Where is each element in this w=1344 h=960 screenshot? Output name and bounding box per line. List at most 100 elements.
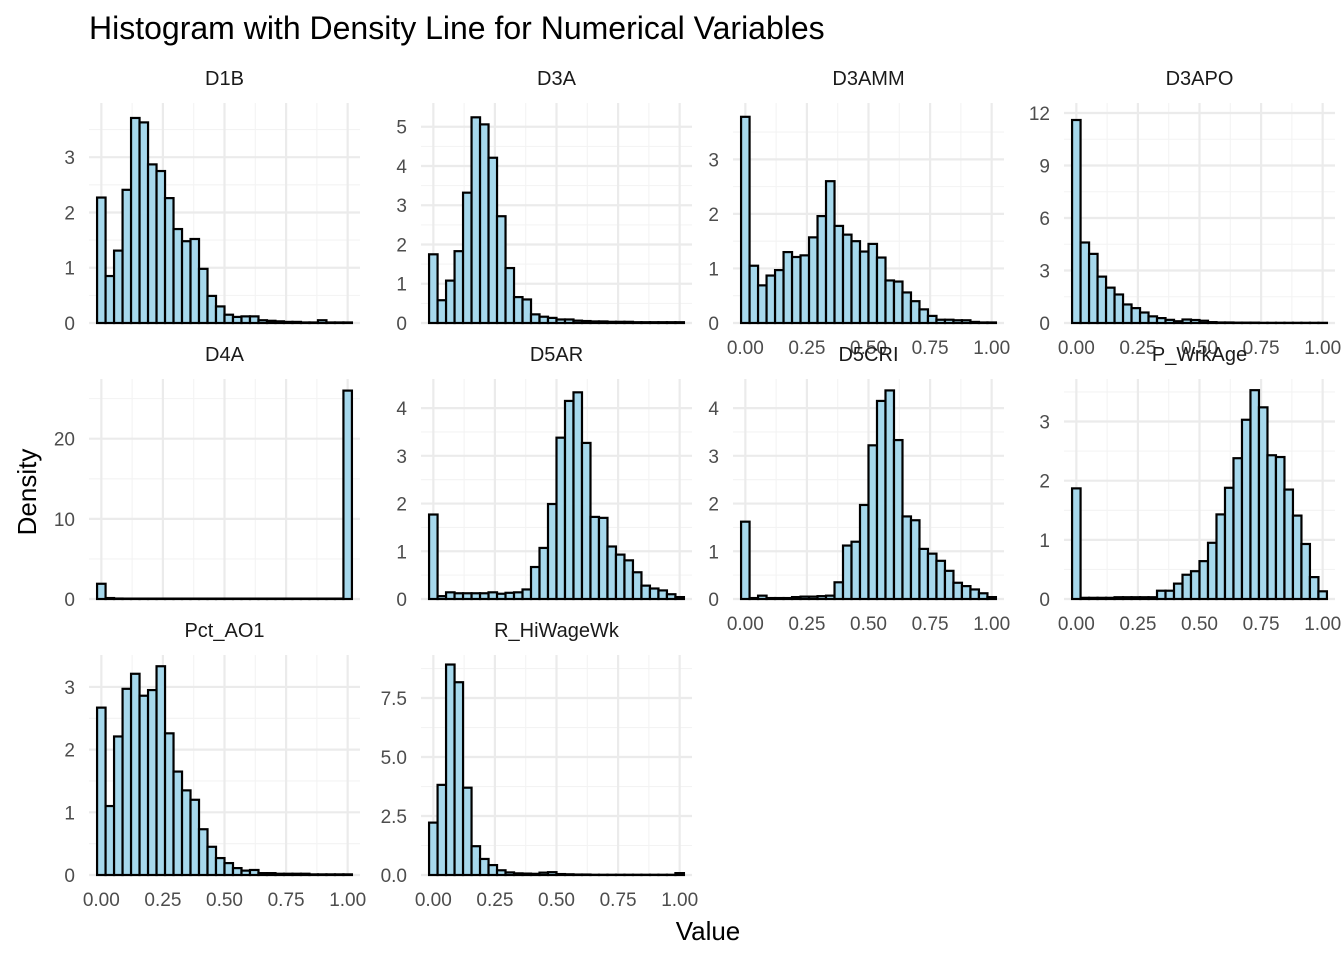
histogram-bar bbox=[206, 845, 218, 877]
histogram-bar bbox=[631, 321, 643, 325]
histogram-bar bbox=[333, 873, 345, 877]
histogram-bar bbox=[427, 253, 439, 325]
histogram-bar bbox=[986, 595, 998, 601]
histogram-bar bbox=[665, 593, 677, 601]
y-tick-label: 7.5 bbox=[381, 689, 407, 710]
y-tick-label: 3 bbox=[64, 148, 75, 169]
histogram-bar bbox=[892, 280, 904, 325]
x-tick-label: 1.00 bbox=[1304, 614, 1341, 635]
histogram-bar bbox=[333, 321, 345, 325]
histogram-bar bbox=[512, 295, 524, 325]
y-tick-label: 0 bbox=[1039, 590, 1050, 611]
y-tick-label: 0 bbox=[708, 590, 719, 611]
histogram-bar bbox=[884, 389, 896, 601]
histogram-bar bbox=[1147, 315, 1159, 325]
histogram-bar bbox=[1189, 318, 1201, 325]
histogram-bar bbox=[901, 515, 913, 601]
histogram-bar bbox=[1206, 321, 1218, 325]
histogram-bar bbox=[180, 789, 192, 877]
histogram-bar bbox=[265, 872, 277, 877]
histogram-bar bbox=[214, 856, 226, 877]
histogram-bar bbox=[850, 240, 862, 325]
histogram-bar bbox=[495, 869, 507, 877]
panel-strip-label: P_WrkAge bbox=[1152, 344, 1247, 366]
histogram-bar bbox=[1138, 596, 1150, 601]
histogram-bar bbox=[563, 318, 575, 325]
histogram-bar bbox=[487, 863, 499, 877]
histogram-bar bbox=[1274, 455, 1286, 601]
histogram-bar bbox=[648, 587, 660, 601]
y-tick-label: 2 bbox=[64, 203, 75, 224]
histogram-bar bbox=[739, 115, 751, 325]
histogram-bar bbox=[782, 250, 794, 325]
histogram-bar bbox=[197, 267, 209, 325]
histogram-bar bbox=[521, 588, 533, 601]
y-tick-label: 4 bbox=[708, 399, 719, 420]
histogram-bar bbox=[121, 188, 133, 325]
histogram-bar bbox=[739, 520, 751, 601]
histogram-bar bbox=[631, 571, 643, 601]
x-tick-label: 0.75 bbox=[268, 890, 305, 911]
x-tick-label: 0.50 bbox=[538, 890, 575, 911]
histogram-bar bbox=[960, 585, 972, 601]
histogram-bar bbox=[850, 540, 862, 601]
x-tick-label: 0.25 bbox=[1119, 338, 1156, 359]
histogram-bar bbox=[308, 873, 320, 877]
histogram-bar bbox=[935, 318, 947, 325]
histogram-bar bbox=[248, 868, 260, 877]
histogram-bar bbox=[521, 872, 533, 877]
histogram-bar bbox=[1266, 454, 1278, 601]
histogram-bar bbox=[231, 866, 243, 877]
histogram-bar bbox=[1317, 590, 1329, 601]
histogram-bar bbox=[546, 871, 558, 877]
histogram-bar bbox=[487, 156, 499, 325]
histogram-bar bbox=[274, 320, 286, 325]
histogram-bar bbox=[790, 595, 802, 601]
histogram-bar bbox=[875, 399, 887, 601]
histogram-bar bbox=[977, 321, 989, 325]
y-tick-label: 2 bbox=[396, 235, 407, 256]
panel-strip-label: D3A bbox=[537, 68, 577, 90]
histogram-bar bbox=[453, 592, 465, 601]
histogram-bar bbox=[189, 798, 201, 877]
histogram-bar bbox=[1300, 542, 1312, 601]
histogram-bar bbox=[841, 544, 853, 601]
panel-strip-label: D5AR bbox=[530, 344, 583, 366]
histogram-bar bbox=[1096, 275, 1108, 325]
histogram-bar bbox=[901, 291, 913, 325]
y-tick-label: 0 bbox=[396, 314, 407, 335]
histogram-bar bbox=[943, 569, 955, 601]
histogram-bar bbox=[163, 197, 175, 325]
histogram-bar bbox=[1113, 596, 1125, 601]
y-tick-label: 10 bbox=[54, 510, 75, 531]
histogram-bar bbox=[909, 519, 921, 601]
chart-title: Histogram with Density Line for Numerica… bbox=[89, 10, 825, 46]
histogram-bar bbox=[155, 665, 167, 877]
histogram-bar bbox=[104, 804, 116, 877]
x-tick-label: 1.00 bbox=[973, 614, 1010, 635]
histogram-bar bbox=[918, 308, 930, 325]
histogram-bar bbox=[665, 321, 677, 325]
panel-strip-label: Pct_AO1 bbox=[184, 620, 264, 642]
histogram-bar bbox=[470, 592, 482, 601]
histogram-bar bbox=[1070, 487, 1082, 601]
histogram-bar bbox=[427, 513, 439, 601]
histogram-bar bbox=[674, 872, 686, 877]
y-axis-title: Density bbox=[12, 449, 42, 536]
histogram-bar bbox=[614, 553, 626, 601]
histogram-bar bbox=[748, 596, 760, 601]
histogram-bar bbox=[257, 319, 269, 325]
histogram-bar bbox=[563, 399, 575, 601]
histogram-bar bbox=[858, 250, 870, 325]
histogram-bar bbox=[299, 321, 311, 325]
histogram-bar bbox=[773, 268, 785, 325]
histogram-bar bbox=[756, 284, 768, 325]
x-tick-label: 0.50 bbox=[1181, 338, 1218, 359]
histogram-bar bbox=[504, 871, 516, 877]
histogram-bar bbox=[969, 320, 981, 325]
histogram-bar bbox=[461, 786, 473, 877]
histogram-bar bbox=[1308, 576, 1320, 601]
y-tick-label: 3 bbox=[396, 196, 407, 217]
histogram-bar bbox=[461, 592, 473, 601]
histogram-bar bbox=[952, 581, 964, 601]
